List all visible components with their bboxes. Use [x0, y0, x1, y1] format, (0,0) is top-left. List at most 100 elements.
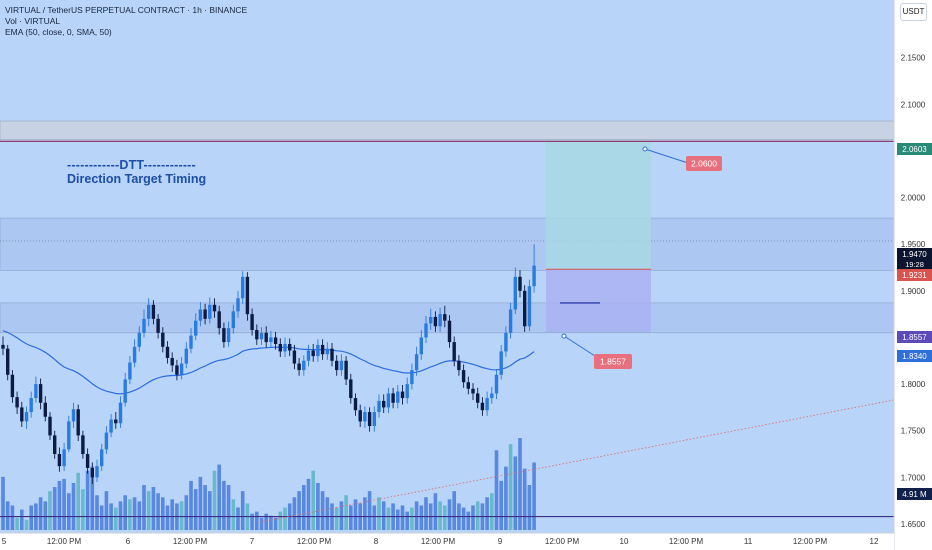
- candle-body[interactable]: [457, 360, 461, 371]
- candle-body[interactable]: [236, 298, 240, 312]
- candle-body[interactable]: [288, 343, 292, 351]
- candle-body[interactable]: [161, 332, 165, 347]
- candle-body[interactable]: [24, 412, 29, 422]
- candle-body[interactable]: [1, 344, 5, 349]
- candle-body[interactable]: [151, 304, 156, 319]
- candle-body[interactable]: [67, 421, 71, 450]
- candle-body[interactable]: [386, 393, 391, 408]
- target-callout-anchor[interactable]: [642, 146, 648, 152]
- candle-body[interactable]: [170, 357, 174, 366]
- candle-body[interactable]: [123, 379, 127, 403]
- candle-body[interactable]: [480, 402, 485, 411]
- target-callout-box[interactable]: [686, 156, 722, 171]
- candle-body[interactable]: [523, 290, 527, 327]
- candle-body[interactable]: [100, 449, 104, 467]
- candle-body[interactable]: [189, 335, 193, 349]
- candle-body[interactable]: [6, 348, 10, 375]
- candle-body[interactable]: [476, 393, 480, 403]
- candle-body[interactable]: [396, 391, 400, 403]
- candles-layer[interactable]: [1, 244, 536, 484]
- candle-body[interactable]: [10, 374, 15, 398]
- candle-body[interactable]: [363, 412, 367, 422]
- candle-body[interactable]: [231, 311, 235, 329]
- candle-body[interactable]: [34, 384, 38, 399]
- volume-legend[interactable]: Vol · VIRTUAL: [5, 16, 61, 26]
- candle-body[interactable]: [532, 265, 536, 287]
- candle-body[interactable]: [241, 276, 245, 299]
- candle-body[interactable]: [137, 332, 141, 347]
- candle-body[interactable]: [217, 311, 221, 329]
- symbol-legend[interactable]: VIRTUAL / TetherUS PERPETUAL CONTRACT · …: [5, 5, 248, 15]
- candle-body[interactable]: [132, 346, 137, 363]
- candle-body[interactable]: [245, 276, 250, 315]
- candle-body[interactable]: [175, 365, 179, 375]
- candle-body[interactable]: [466, 382, 470, 389]
- chart-legend[interactable]: VIRTUAL / TetherUS PERPETUAL CONTRACT · …: [5, 5, 247, 38]
- position-stop-zone[interactable]: [546, 269, 651, 333]
- candle-body[interactable]: [20, 407, 24, 422]
- stop-callout-box[interactable]: [594, 354, 632, 369]
- candle-body[interactable]: [518, 276, 522, 291]
- candle-body[interactable]: [15, 397, 19, 408]
- currency-button[interactable]: USDT: [900, 3, 927, 21]
- candle-body[interactable]: [71, 409, 76, 422]
- candle-body[interactable]: [367, 412, 372, 427]
- candle-body[interactable]: [273, 337, 278, 344]
- ema-legend[interactable]: EMA (50, close, 0, SMA, 50): [5, 27, 112, 37]
- candle-body[interactable]: [104, 432, 109, 450]
- candle-body[interactable]: [90, 468, 94, 478]
- candle-body[interactable]: [165, 346, 170, 358]
- candle-body[interactable]: [311, 350, 315, 357]
- candle-body[interactable]: [283, 343, 287, 352]
- candle-body[interactable]: [29, 398, 33, 413]
- trendline-dotted[interactable]: [259, 399, 895, 523]
- candle-body[interactable]: [57, 454, 62, 467]
- candle-body[interactable]: [62, 449, 66, 467]
- candle-body[interactable]: [438, 314, 442, 327]
- candle-body[interactable]: [490, 393, 494, 399]
- candle-body[interactable]: [358, 410, 362, 422]
- candle-body[interactable]: [377, 400, 381, 413]
- candle-body[interactable]: [433, 316, 438, 327]
- candle-body[interactable]: [118, 402, 123, 424]
- candle-body[interactable]: [156, 318, 160, 333]
- candle-body[interactable]: [250, 314, 254, 330]
- candle-body[interactable]: [292, 350, 297, 364]
- candle-body[interactable]: [114, 419, 118, 424]
- candle-body[interactable]: [194, 320, 198, 336]
- candle-body[interactable]: [76, 409, 80, 436]
- candle-body[interactable]: [429, 316, 433, 324]
- candle-body[interactable]: [278, 343, 282, 352]
- candle-body[interactable]: [255, 329, 259, 340]
- candle-body[interactable]: [53, 435, 57, 455]
- candle-body[interactable]: [485, 398, 489, 411]
- candle-body[interactable]: [382, 400, 386, 408]
- candle-body[interactable]: [424, 323, 428, 338]
- dtt-annotation[interactable]: ------------DTT------------ Direction Ta…: [67, 158, 206, 186]
- candle-body[interactable]: [443, 314, 447, 321]
- candle-body[interactable]: [147, 304, 151, 319]
- candle-body[interactable]: [297, 363, 301, 371]
- stop-callout-anchor[interactable]: [561, 333, 567, 339]
- candle-body[interactable]: [184, 348, 188, 364]
- candle-body[interactable]: [85, 454, 90, 469]
- candle-body[interactable]: [179, 363, 184, 375]
- candle-body[interactable]: [330, 348, 334, 361]
- candle-body[interactable]: [372, 412, 376, 427]
- candle-body[interactable]: [48, 416, 52, 436]
- candle-body[interactable]: [302, 360, 306, 371]
- candle-body[interactable]: [513, 276, 517, 310]
- time-axis[interactable]: 5 12:00 PM 6 12:00 PM 7 12:00 PM 8 12:00 PM 9 12:…: [0, 532, 894, 550]
- candle-body[interactable]: [344, 360, 348, 380]
- candle-body[interactable]: [410, 370, 414, 385]
- candle-body[interactable]: [128, 362, 132, 380]
- candle-body[interactable]: [222, 328, 226, 343]
- candle-body[interactable]: [203, 309, 207, 319]
- candle-body[interactable]: [316, 344, 320, 357]
- candle-body[interactable]: [349, 379, 353, 399]
- candle-body[interactable]: [259, 332, 264, 340]
- candle-body[interactable]: [269, 337, 273, 343]
- candle-body[interactable]: [81, 435, 85, 455]
- candle-body[interactable]: [414, 354, 419, 371]
